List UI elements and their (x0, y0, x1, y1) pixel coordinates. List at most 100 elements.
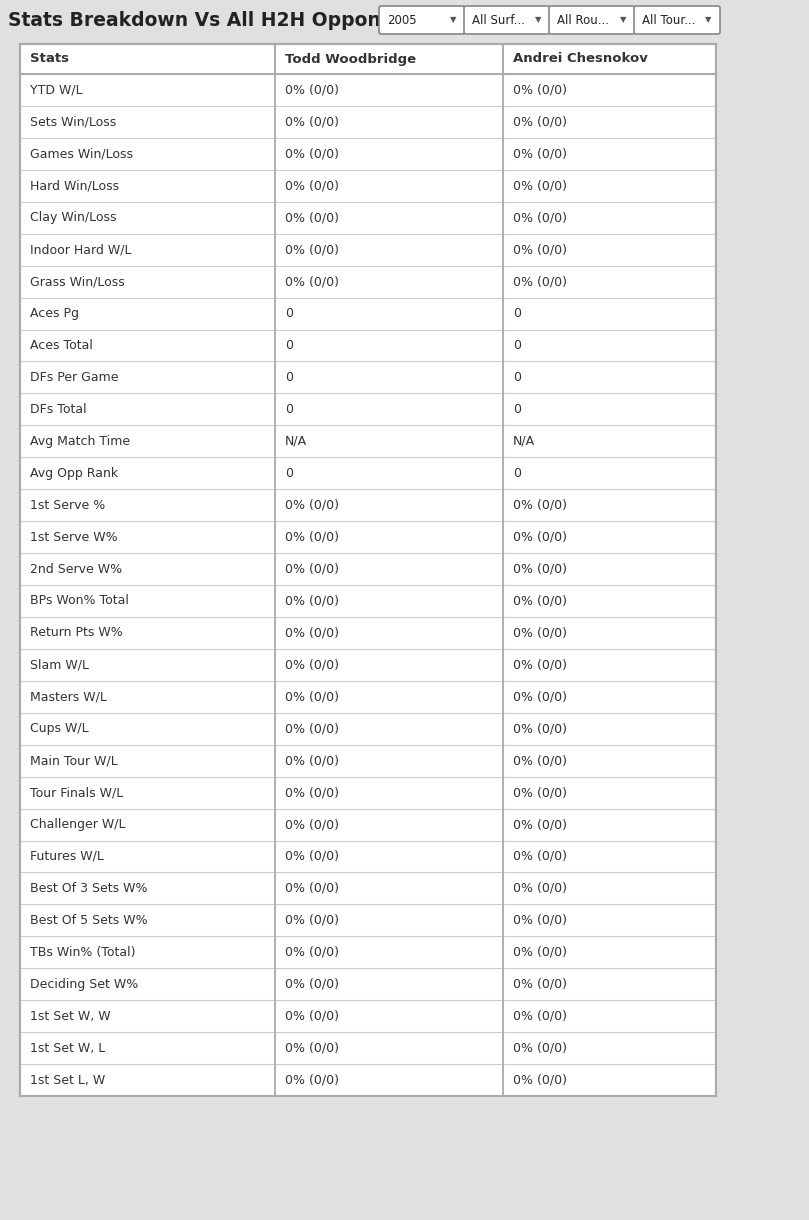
Text: 0% (0/0): 0% (0/0) (285, 819, 339, 831)
Text: Indoor Hard W/L: Indoor Hard W/L (30, 243, 132, 256)
Text: 0% (0/0): 0% (0/0) (285, 179, 339, 193)
Text: Main Tour W/L: Main Tour W/L (30, 754, 118, 767)
Text: 1st Serve W%: 1st Serve W% (30, 531, 117, 544)
Text: 0% (0/0): 0% (0/0) (285, 626, 339, 639)
Text: 0% (0/0): 0% (0/0) (285, 1074, 339, 1087)
Text: 0: 0 (513, 307, 521, 320)
Text: 0% (0/0): 0% (0/0) (513, 274, 567, 288)
Text: 0% (0/0): 0% (0/0) (513, 850, 567, 863)
Text: DFs Per Game: DFs Per Game (30, 371, 118, 384)
Text: Grass Win/Loss: Grass Win/Loss (30, 274, 125, 288)
Text: 0% (0/0): 0% (0/0) (513, 1042, 567, 1054)
Text: 0: 0 (513, 467, 521, 479)
Text: 1st Serve %: 1st Serve % (30, 499, 105, 511)
Text: 1st Set W, L: 1st Set W, L (30, 1042, 105, 1054)
Text: Stats: Stats (30, 52, 69, 66)
Text: 0% (0/0): 0% (0/0) (285, 499, 339, 511)
Text: 0% (0/0): 0% (0/0) (285, 786, 339, 799)
Text: 0% (0/0): 0% (0/0) (285, 243, 339, 256)
Text: 0% (0/0): 0% (0/0) (285, 754, 339, 767)
Text: 0% (0/0): 0% (0/0) (513, 691, 567, 703)
FancyBboxPatch shape (549, 6, 635, 34)
Text: 0: 0 (285, 307, 293, 320)
Text: DFs Total: DFs Total (30, 403, 87, 416)
Text: 0% (0/0): 0% (0/0) (285, 83, 339, 96)
Text: 0: 0 (285, 339, 293, 351)
Text: 0% (0/0): 0% (0/0) (513, 819, 567, 831)
Text: ▼: ▼ (535, 16, 541, 24)
Text: 0% (0/0): 0% (0/0) (285, 946, 339, 959)
Text: Return Pts W%: Return Pts W% (30, 626, 123, 639)
Text: Masters W/L: Masters W/L (30, 691, 107, 703)
Text: 0: 0 (513, 403, 521, 416)
Text: Clay Win/Loss: Clay Win/Loss (30, 211, 116, 224)
Text: 0% (0/0): 0% (0/0) (513, 562, 567, 576)
Text: Andrei Chesnokov: Andrei Chesnokov (513, 52, 648, 66)
Text: Aces Total: Aces Total (30, 339, 93, 351)
Text: 0% (0/0): 0% (0/0) (285, 659, 339, 671)
Text: Best Of 3 Sets W%: Best Of 3 Sets W% (30, 882, 147, 895)
Text: 0% (0/0): 0% (0/0) (285, 562, 339, 576)
Text: 0% (0/0): 0% (0/0) (513, 754, 567, 767)
Text: 0% (0/0): 0% (0/0) (285, 691, 339, 703)
Text: All Rou...: All Rou... (557, 13, 609, 27)
Text: 0% (0/0): 0% (0/0) (285, 1042, 339, 1054)
Text: 0% (0/0): 0% (0/0) (285, 531, 339, 544)
Text: TBs Win% (Total): TBs Win% (Total) (30, 946, 135, 959)
Text: 0% (0/0): 0% (0/0) (513, 211, 567, 224)
Text: Deciding Set W%: Deciding Set W% (30, 977, 138, 991)
Text: N/A: N/A (513, 434, 535, 448)
Text: Futures W/L: Futures W/L (30, 850, 104, 863)
Text: Avg Opp Rank: Avg Opp Rank (30, 467, 118, 479)
Text: BPs Won% Total: BPs Won% Total (30, 594, 129, 608)
Bar (20, 44, 716, 1096)
Text: ▼: ▼ (705, 16, 711, 24)
Text: 0% (0/0): 0% (0/0) (513, 659, 567, 671)
Text: Cups W/L: Cups W/L (30, 722, 89, 736)
Text: ▼: ▼ (450, 16, 456, 24)
Text: 0% (0/0): 0% (0/0) (513, 1074, 567, 1087)
Text: 2005: 2005 (387, 13, 417, 27)
Text: 0% (0/0): 0% (0/0) (285, 977, 339, 991)
Text: 0% (0/0): 0% (0/0) (513, 977, 567, 991)
Text: 0% (0/0): 0% (0/0) (513, 1010, 567, 1022)
Text: 0% (0/0): 0% (0/0) (285, 148, 339, 160)
Text: YTD W/L: YTD W/L (30, 83, 83, 96)
Text: 0: 0 (285, 371, 293, 384)
Text: Aces Pg: Aces Pg (30, 307, 79, 320)
Text: 0% (0/0): 0% (0/0) (285, 914, 339, 927)
Text: 0% (0/0): 0% (0/0) (285, 722, 339, 736)
Text: 0% (0/0): 0% (0/0) (285, 116, 339, 128)
Text: 0: 0 (513, 371, 521, 384)
Text: 0% (0/0): 0% (0/0) (513, 914, 567, 927)
FancyBboxPatch shape (634, 6, 720, 34)
Text: 1st Set L, W: 1st Set L, W (30, 1074, 105, 1087)
Text: Stats Breakdown Vs All H2H Opponents: Stats Breakdown Vs All H2H Opponents (8, 11, 427, 29)
FancyBboxPatch shape (379, 6, 465, 34)
Text: Sets Win/Loss: Sets Win/Loss (30, 116, 116, 128)
Text: ▼: ▼ (620, 16, 626, 24)
Text: Tour Finals W/L: Tour Finals W/L (30, 786, 123, 799)
Text: 0% (0/0): 0% (0/0) (513, 243, 567, 256)
Text: 0% (0/0): 0% (0/0) (285, 850, 339, 863)
Text: N/A: N/A (285, 434, 307, 448)
Text: 0% (0/0): 0% (0/0) (513, 786, 567, 799)
Text: 0% (0/0): 0% (0/0) (285, 274, 339, 288)
FancyBboxPatch shape (464, 6, 550, 34)
Text: 2nd Serve W%: 2nd Serve W% (30, 562, 122, 576)
Text: 0% (0/0): 0% (0/0) (513, 499, 567, 511)
Text: 1st Set W, W: 1st Set W, W (30, 1010, 111, 1022)
Text: 0: 0 (285, 467, 293, 479)
Text: All Surf...: All Surf... (472, 13, 525, 27)
Text: 0% (0/0): 0% (0/0) (513, 83, 567, 96)
Text: Best Of 5 Sets W%: Best Of 5 Sets W% (30, 914, 147, 927)
Text: 0% (0/0): 0% (0/0) (513, 594, 567, 608)
Text: 0% (0/0): 0% (0/0) (285, 1010, 339, 1022)
Text: Games Win/Loss: Games Win/Loss (30, 148, 133, 160)
Text: Slam W/L: Slam W/L (30, 659, 89, 671)
Text: All Tour...: All Tour... (642, 13, 696, 27)
Text: 0% (0/0): 0% (0/0) (513, 531, 567, 544)
Text: 0% (0/0): 0% (0/0) (285, 882, 339, 895)
Text: 0: 0 (285, 403, 293, 416)
Text: 0: 0 (513, 339, 521, 351)
